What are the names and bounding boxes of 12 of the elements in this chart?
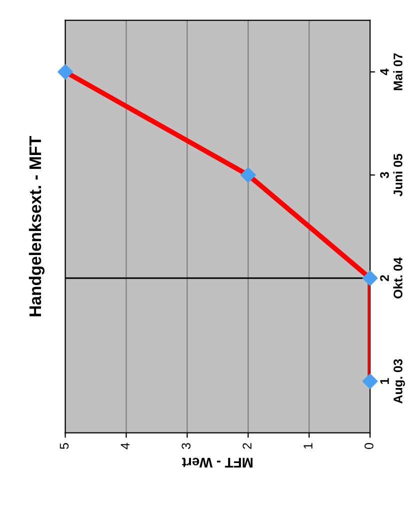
y-tick-label: 2 Okt. 04 (380, 257, 402, 298)
x-tick-label: 4 (120, 442, 130, 450)
x-axis-title: MFT - Wert (182, 458, 252, 468)
x-tick-label: 5 (60, 443, 69, 449)
x-tick-label: 3 (182, 443, 191, 450)
x-tick-label: 2 (242, 443, 252, 449)
y-tick-label: 1 Aug. 03 (380, 359, 405, 404)
y-tick-label: 3 Juni 05 (380, 154, 402, 196)
text: Handgelenksext. - MFT (28, 136, 45, 316)
x-tick-label: 0 (364, 443, 374, 449)
x-tick-label: 1 (304, 443, 312, 449)
y-tick-label: 4 Mai 07 (380, 53, 402, 90)
